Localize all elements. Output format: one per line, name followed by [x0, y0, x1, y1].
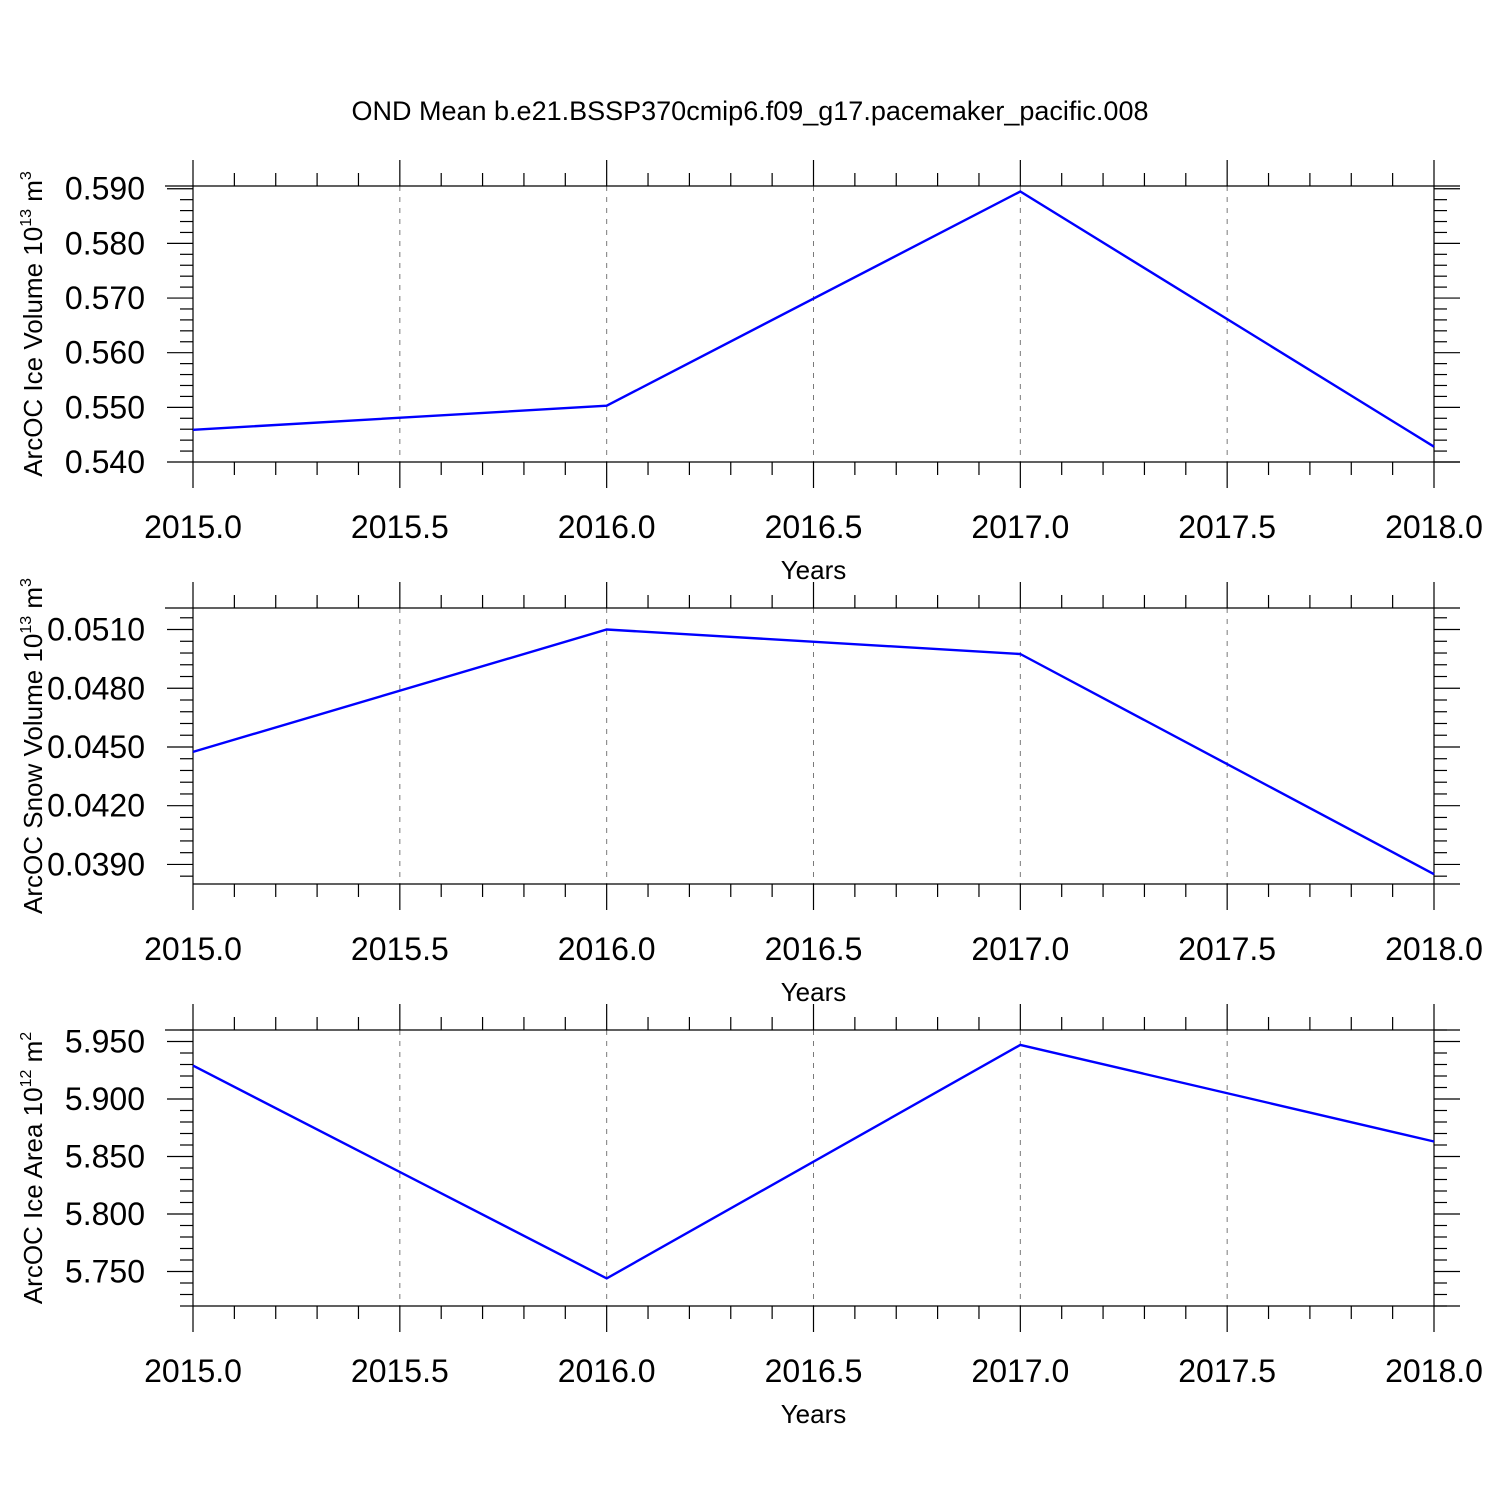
x-tick-label: 2015.5 [351, 931, 449, 967]
y-tick-label: 0.590 [65, 171, 145, 207]
y-tick-label: 0.550 [65, 389, 145, 425]
y-tick-label: 0.560 [65, 335, 145, 371]
series-line [192, 628, 1435, 876]
chart-panel-1: 2015.0 2015.5 2016.0 2016.5 2017.0 2017.5 2018… [18, 160, 1483, 585]
x-tick-label: 2017.5 [1178, 1353, 1276, 1389]
x-tick-label: 2016.0 [558, 1353, 656, 1389]
series-line [192, 1043, 1435, 1280]
chart-panel-3: 2015.0 2015.5 2016.0 2016.5 2017.0 2017.5 2018… [18, 1004, 1483, 1429]
y-tick-label: 5.800 [65, 1196, 145, 1232]
x-tick-label: 2015.0 [144, 509, 242, 545]
x-tick-label: 2016.5 [765, 509, 863, 545]
x-tick-label: 2017.5 [1178, 509, 1276, 545]
x-tick-label: 2017.0 [971, 931, 1069, 967]
x-tick-label: 2018.0 [1385, 1353, 1483, 1389]
x-tick-label: 2016.0 [558, 931, 656, 967]
x-tick-label: 2017.0 [971, 509, 1069, 545]
x-tick-label: 2015.5 [351, 509, 449, 545]
y-tick-label: 0.0450 [47, 729, 145, 765]
chart-panel-2: 2015.0 2015.5 2016.0 2016.5 2017.0 2017.5 2018… [18, 578, 1483, 1007]
x-tick-label: 2015.0 [144, 1353, 242, 1389]
y-tick-label: 0.570 [65, 280, 145, 316]
y-tick-label: 5.750 [65, 1254, 145, 1290]
x-tick-label: 2018.0 [1385, 931, 1483, 967]
y-axis-label: ArcOC Ice Volume 1013 m3 [18, 171, 48, 477]
x-tick-label: 2018.0 [1385, 509, 1483, 545]
y-tick-label: 5.900 [65, 1081, 145, 1117]
x-tick-label: 2016.5 [765, 1353, 863, 1389]
x-tick-label: 2016.0 [558, 509, 656, 545]
y-tick-label: 0.0480 [47, 670, 145, 706]
x-tick-label: 2016.5 [765, 931, 863, 967]
y-tick-label: 0.0390 [47, 846, 145, 882]
x-tick-label: 2017.5 [1178, 931, 1276, 967]
y-tick-label: 0.0420 [47, 788, 145, 824]
x-axis-label: Years [781, 555, 847, 585]
y-tick-label: 0.0510 [47, 612, 145, 648]
y-tick-label: 0.580 [65, 225, 145, 261]
chart-panels: 2015.0 2015.5 2016.0 2016.5 2017.0 2017.5 2018… [18, 160, 1483, 1429]
x-tick-label: 2017.0 [971, 1353, 1069, 1389]
y-tick-label: 0.540 [65, 444, 145, 480]
x-axis-label: Years [781, 977, 847, 1007]
y-tick-label: 5.850 [65, 1139, 145, 1175]
y-axis-label: ArcOC Snow Volume 1013 m3 [18, 578, 48, 914]
y-axis-label: ArcOC Ice Area 1012 m2 [18, 1032, 48, 1304]
series-line [192, 190, 1435, 448]
x-tick-label: 2015.0 [144, 931, 242, 967]
figure-title: OND Mean b.e21.BSSP370cmip6.f09_g17.pace… [352, 96, 1149, 126]
x-tick-label: 2015.5 [351, 1353, 449, 1389]
x-axis-label: Years [781, 1399, 847, 1429]
y-tick-label: 5.950 [65, 1024, 145, 1060]
